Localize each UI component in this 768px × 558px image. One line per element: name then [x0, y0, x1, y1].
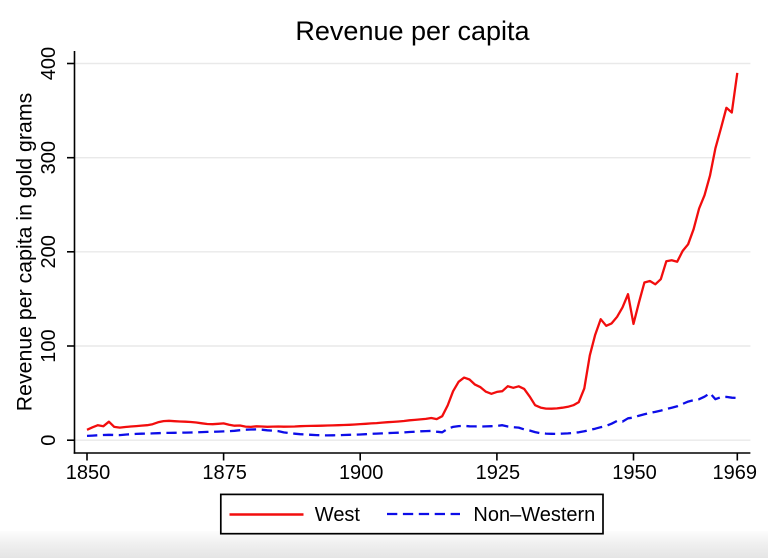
svg-text:1925: 1925 [476, 462, 521, 484]
svg-text:0: 0 [38, 435, 60, 446]
svg-text:Non–Western: Non–Western [473, 504, 595, 526]
svg-text:1900: 1900 [339, 462, 384, 484]
svg-text:1969: 1969 [713, 462, 758, 484]
svg-text:Revenue per capita: Revenue per capita [295, 16, 530, 46]
svg-text:300: 300 [38, 141, 60, 174]
svg-text:West: West [315, 504, 361, 526]
svg-text:Revenue per capita in gold gra: Revenue per capita in gold grams [13, 93, 37, 411]
svg-text:100: 100 [38, 329, 60, 362]
svg-text:400: 400 [38, 47, 60, 80]
svg-text:1875: 1875 [202, 462, 247, 484]
svg-text:200: 200 [38, 235, 60, 268]
svg-text:1950: 1950 [612, 462, 657, 484]
svg-text:1850: 1850 [66, 462, 111, 484]
